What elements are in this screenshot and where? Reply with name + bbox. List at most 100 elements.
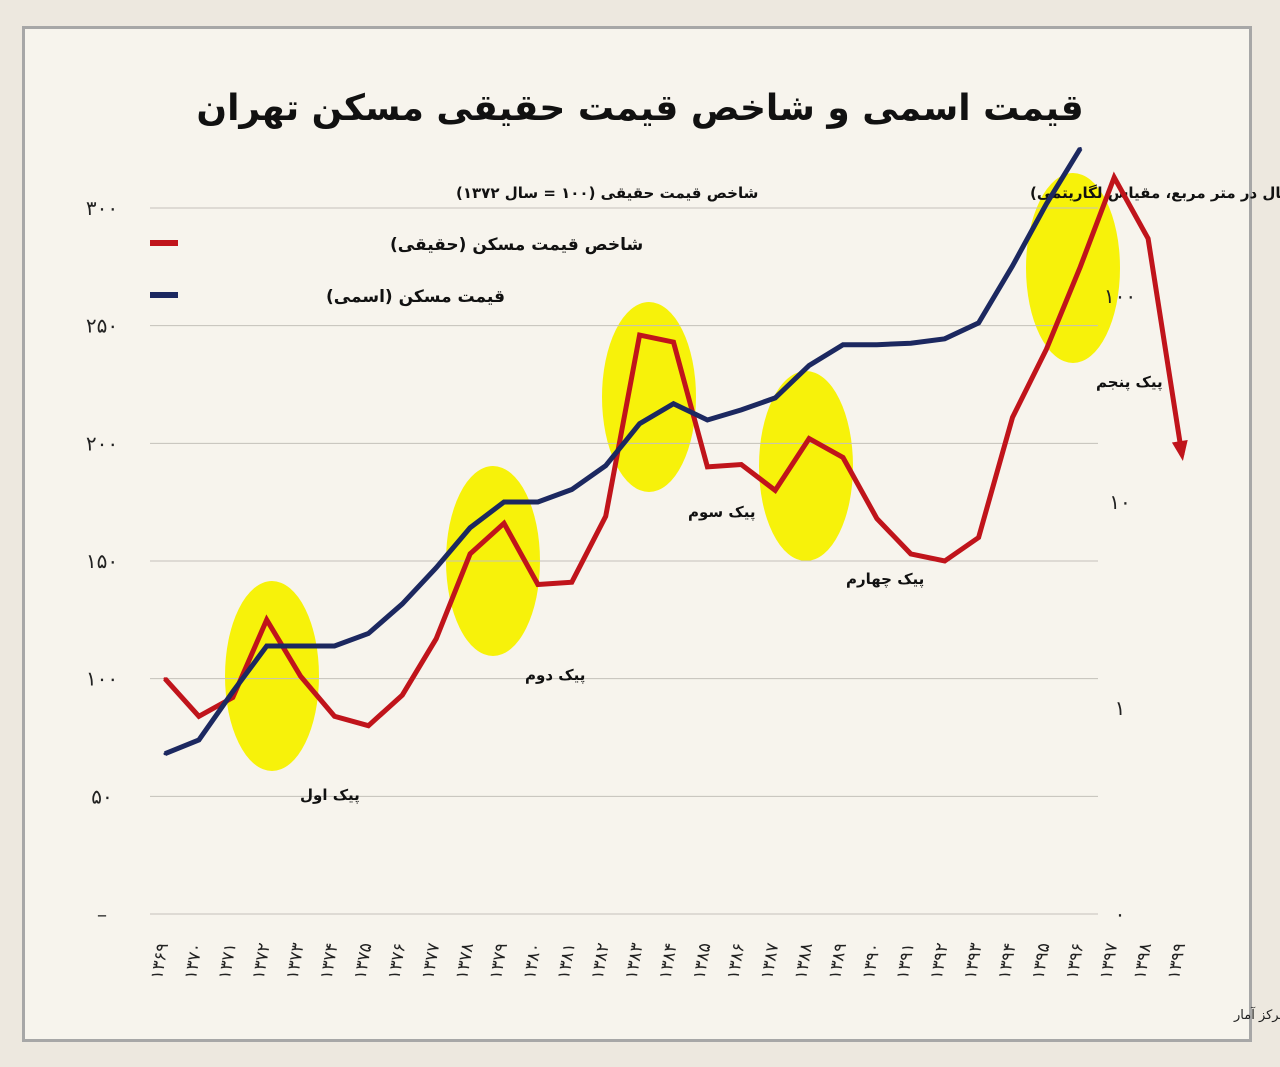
- nominal-price-point: [705, 418, 709, 422]
- x-tick-label: ۱۳۷۱: [215, 941, 241, 980]
- nominal-price-point: [299, 644, 303, 648]
- x-tick-label: ۱۳۷۵: [350, 941, 376, 980]
- real-price-point: [333, 714, 336, 718]
- x-tick-label: ۱۳۹۵: [1028, 941, 1054, 980]
- left-axis-ticks: ۳۰۰ ۲۵۰ ۲۰۰ ۱۵۰ ۱۰۰ ۵۰ –: [86, 196, 118, 926]
- real-price-point: [638, 333, 642, 337]
- real-price-point: [502, 521, 506, 525]
- real-price-point: [434, 637, 438, 641]
- x-tick-label: ۱۳۷۲: [249, 941, 275, 980]
- x-tick-label: ۱۳۷۰: [181, 941, 207, 980]
- peak-label: پیک چهارم: [846, 570, 924, 589]
- right-tick-label: ۱۰: [1109, 490, 1130, 514]
- real-price-point: [773, 488, 777, 492]
- nominal-price-point: [400, 602, 404, 606]
- real-price-point: [570, 580, 574, 584]
- x-tick-label: ۱۳۸۴: [656, 941, 682, 980]
- nominal-price-point: [604, 464, 608, 468]
- real-price-point: [739, 463, 743, 466]
- nominal-price-point: [1044, 202, 1048, 206]
- peak-label: پیک دوم: [525, 666, 585, 685]
- x-tick-label: ۱۳۹۶: [1062, 941, 1088, 980]
- nominal-price-point: [875, 343, 879, 347]
- nominal-price-point: [197, 738, 201, 742]
- nominal-price-point: [807, 364, 811, 367]
- x-tick-label: ۱۳۹۷: [1096, 941, 1122, 980]
- real-price-point: [807, 437, 811, 441]
- left-tick-label: ۱۵۰: [86, 549, 118, 573]
- nominal-price-point: [841, 343, 845, 347]
- x-tick-label: ۱۳۸۷: [757, 941, 783, 980]
- x-tick-label: ۱۳۹۰: [859, 941, 885, 980]
- real-price-point: [1146, 237, 1150, 241]
- x-tick-label: ۱۳۸۶: [723, 941, 749, 980]
- x-tick-label: ۱۳۹۳: [961, 941, 987, 980]
- right-axis-label: قیمت اسمی (میلیون ریال در متر مربع، مقیا…: [1030, 184, 1280, 202]
- x-tick-label: ۱۳۸۵: [689, 941, 715, 980]
- legend: شاخص قیمت مسکن (حقیقی) قیمت مسکن (اسمی): [150, 235, 643, 307]
- left-tick-label: ۱۰۰: [86, 667, 118, 691]
- peak-highlight: [225, 581, 319, 771]
- series-lines: [163, 147, 1188, 757]
- x-tick-label: ۱۳۷۶: [384, 941, 410, 980]
- grid-lines: [150, 207, 1098, 915]
- x-tick-label: ۱۳۷۷: [418, 941, 444, 980]
- x-tick-label: ۱۳۷۸: [452, 941, 478, 980]
- legend-label-nominal: قیمت مسکن (اسمی): [326, 287, 505, 307]
- nominal-price-point: [1078, 147, 1082, 150]
- real-price-point: [1078, 265, 1082, 269]
- nominal-price-point: [909, 341, 913, 345]
- real-price-point: [841, 456, 845, 459]
- x-tick-label: ۱۳۸۸: [791, 941, 817, 980]
- x-axis-ticks: ۱۳۶۹ ۱۳۷۰ ۱۳۷۱ ۱۳۷۲ ۱۳۷۳ ۱۳۷۴ ۱۳۷۵ ۱۳۷۶ ۱۳۷۷ ۱۳۷۸…: [147, 941, 1190, 980]
- nominal-price-point: [536, 500, 540, 504]
- real-price-point: [197, 714, 201, 718]
- x-tick-label: ۱۳۸۱: [554, 941, 580, 980]
- left-axis-label: شاخص قیمت حقیقی (۱۰۰ = سال ۱۳۷۲): [456, 184, 758, 202]
- x-tick-label: ۱۳۹۸: [1130, 941, 1156, 980]
- nominal-price-point: [943, 337, 947, 341]
- real-price-point: [299, 674, 303, 678]
- nominal-price-point: [773, 396, 777, 400]
- left-tick-label: ۵۰: [91, 784, 112, 808]
- x-tick-label: ۱۳۸۲: [588, 941, 614, 980]
- real-price-point: [536, 583, 540, 586]
- real-price-point: [265, 618, 269, 622]
- chart-title: قیمت اسمی و شاخص قیمت حقیقی مسکن تهران: [196, 88, 1083, 129]
- x-tick-label: ۱۳۹۲: [927, 941, 953, 980]
- x-tick-label: ۱۳۷۴: [317, 941, 343, 980]
- real-price-point: [604, 514, 608, 518]
- nominal-price-line: [164, 147, 1083, 757]
- nominal-price-point: [366, 632, 370, 635]
- nominal-price-point: [502, 500, 506, 504]
- x-tick-label: ۱۳۸۰: [520, 941, 546, 980]
- real-price-point: [943, 559, 947, 563]
- real-price-point: [163, 677, 167, 681]
- real-price-point: [875, 517, 879, 521]
- legend-label-real: شاخص قیمت مسکن (حقیقی): [390, 235, 643, 255]
- right-tick-label: ۰: [1115, 902, 1126, 926]
- left-tick-label: –: [97, 902, 107, 926]
- x-tick-label: ۱۳۸۳: [622, 941, 648, 980]
- x-tick-label: ۱۳۹۴: [995, 941, 1021, 980]
- real-price-point: [366, 724, 370, 728]
- nominal-price-point: [163, 752, 167, 756]
- peak-highlights: [225, 173, 1120, 771]
- peak-label: پیک سوم: [688, 503, 756, 522]
- nominal-price-point: [739, 408, 743, 412]
- real-price-point: [672, 340, 675, 344]
- nominal-price-point: [977, 321, 981, 325]
- peak-labels: پیک اول پیک دوم پیک سوم پیک چهارم پیک پنجم: [300, 373, 1163, 805]
- left-tick-label: ۳۰۰: [86, 196, 118, 220]
- x-tick-label: ۱۳۷۳: [283, 941, 309, 980]
- real-price-point: [400, 693, 404, 697]
- nominal-price-point: [265, 644, 269, 648]
- peak-highlight: [759, 371, 853, 561]
- real-price-point: [468, 552, 472, 556]
- x-tick-label: ۱۳۹۱: [893, 941, 919, 980]
- right-tick-label: ۱۰۰: [1104, 284, 1136, 308]
- x-tick-label: ۱۳۸۹: [825, 941, 851, 980]
- x-tick-label: ۱۳۷۹: [486, 941, 512, 980]
